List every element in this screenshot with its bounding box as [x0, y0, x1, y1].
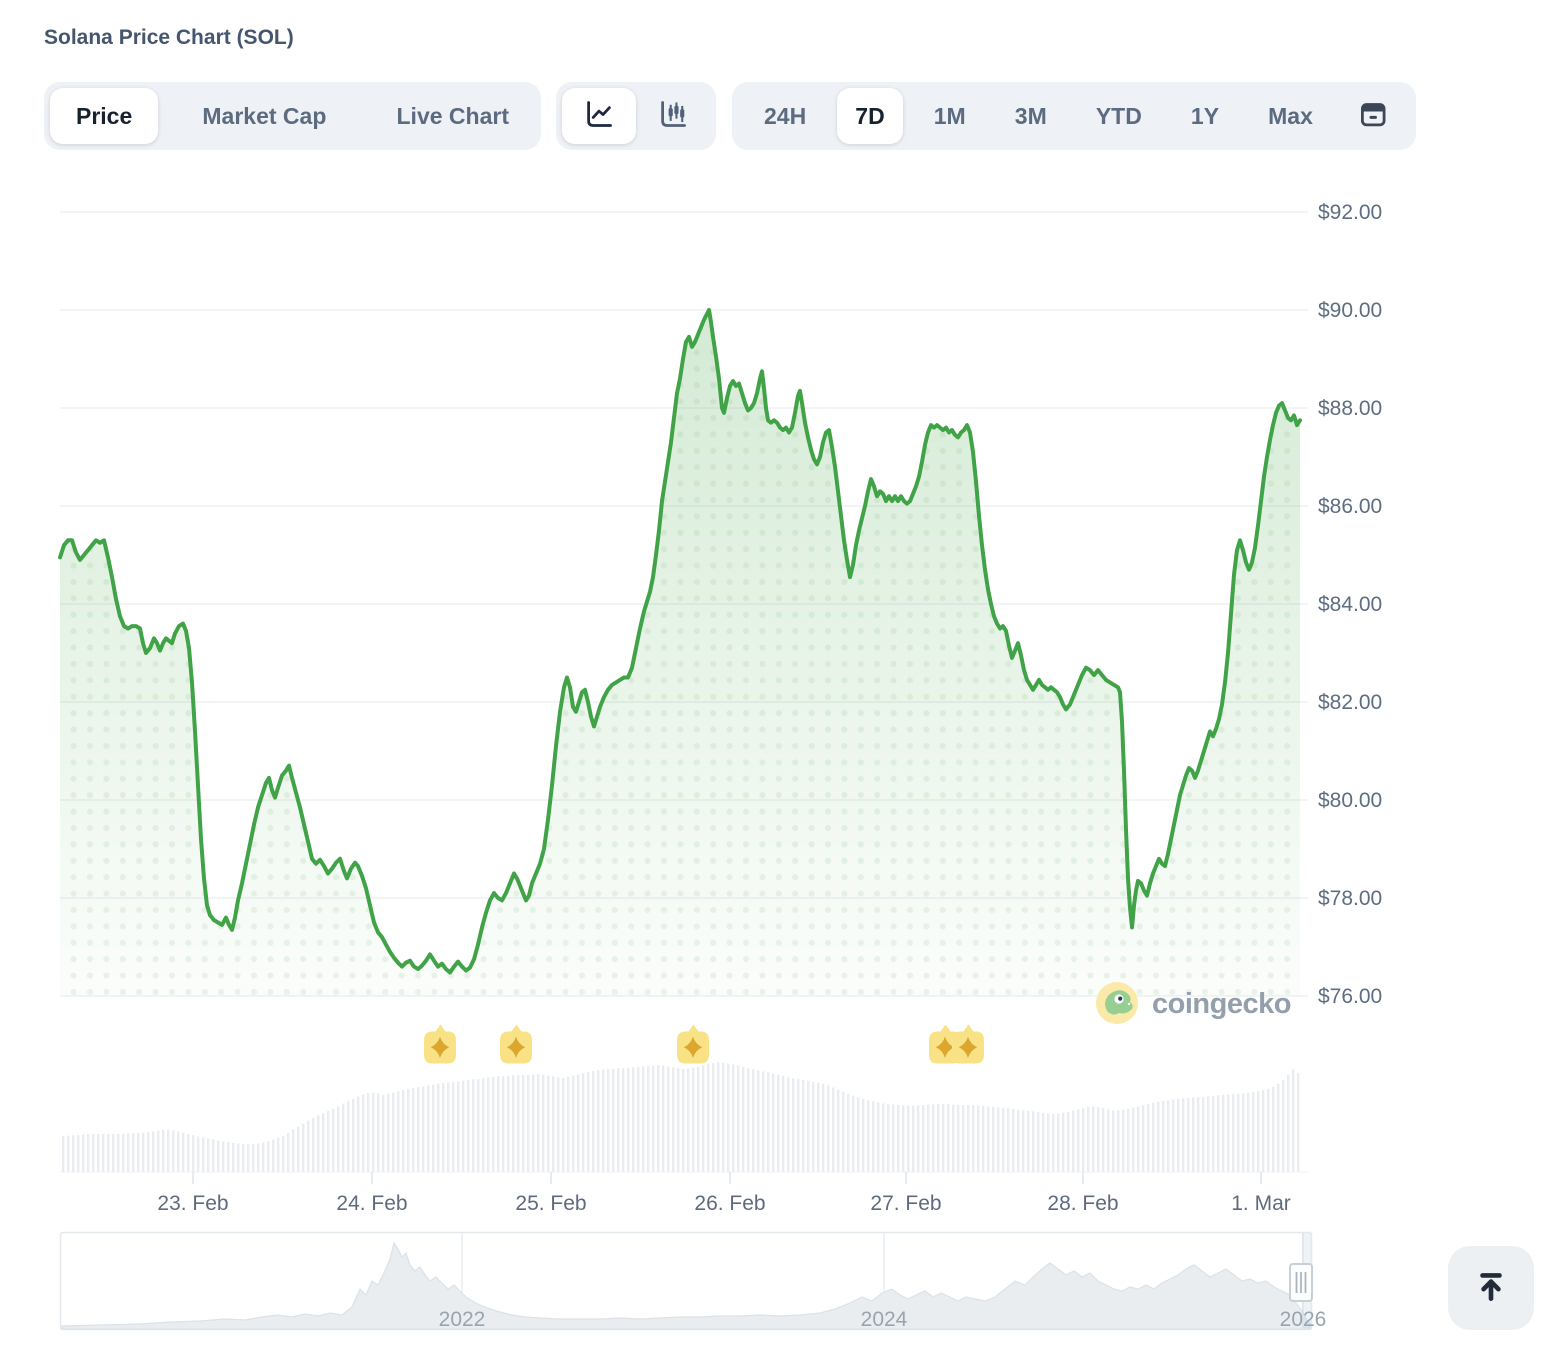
svg-text:28. Feb: 28. Feb: [1047, 1192, 1118, 1215]
metric-tab-group: Price Market Cap Live Chart: [44, 82, 541, 150]
svg-text:$92.00: $92.00: [1318, 201, 1382, 224]
range-tab-3m[interactable]: 3M: [1014, 103, 1047, 129]
range-tab-max[interactable]: Max: [1268, 103, 1313, 129]
line-chart-type-button[interactable]: [562, 88, 636, 144]
candlestick-chart-type-button[interactable]: [636, 88, 710, 144]
range-tab-1y[interactable]: 1Y: [1190, 103, 1220, 129]
metric-tab-live-chart[interactable]: Live Chart: [396, 103, 509, 129]
calendar-range-button[interactable]: [1344, 88, 1402, 144]
svg-text:2024: 2024: [861, 1308, 908, 1331]
line-chart-icon: [584, 99, 614, 134]
svg-text:25. Feb: 25. Feb: [515, 1192, 586, 1215]
svg-text:27. Feb: 27. Feb: [870, 1192, 941, 1215]
event-marker-badge[interactable]: [677, 1024, 709, 1064]
coingecko-watermark: [1096, 982, 1138, 1024]
metric-tab-market-cap[interactable]: Market Cap: [202, 103, 327, 129]
svg-text:$88.00: $88.00: [1318, 397, 1382, 420]
svg-text:$82.00: $82.00: [1318, 691, 1382, 714]
svg-text:$84.00: $84.00: [1318, 593, 1382, 616]
event-marker-badge[interactable]: [500, 1024, 532, 1064]
svg-text:$86.00: $86.00: [1318, 495, 1382, 518]
range-tab-1m[interactable]: 1M: [933, 103, 966, 129]
metric-tab-price[interactable]: Price: [50, 88, 159, 144]
scroll-to-top-icon: [1472, 1267, 1510, 1310]
navigator-area[interactable]: [61, 1241, 1311, 1330]
range-tab-24h[interactable]: 24H: [764, 103, 807, 129]
event-marker-badge[interactable]: [952, 1024, 984, 1064]
scroll-to-top-button[interactable]: [1448, 1246, 1534, 1330]
navigator-handle[interactable]: [1289, 1263, 1313, 1302]
range-tab-7d[interactable]: 7D: [837, 88, 903, 144]
range-tab-ytd[interactable]: YTD: [1095, 103, 1142, 129]
svg-text:2022: 2022: [439, 1308, 486, 1331]
range-tab-group: 24H 7D 1M 3M YTD 1Y Max: [732, 82, 1416, 150]
svg-text:2026: 2026: [1280, 1308, 1327, 1331]
candlestick-chart-icon: [658, 99, 688, 134]
svg-text:$76.00: $76.00: [1318, 985, 1382, 1008]
chart-type-group: [556, 82, 716, 150]
svg-text:$90.00: $90.00: [1318, 299, 1382, 322]
calendar-icon: [1358, 99, 1388, 134]
svg-text:24. Feb: 24. Feb: [336, 1192, 407, 1215]
svg-text:1. Mar: 1. Mar: [1231, 1192, 1291, 1215]
page-title: Solana Price Chart (SOL): [44, 26, 294, 49]
svg-text:23. Feb: 23. Feb: [157, 1192, 228, 1215]
svg-text:26. Feb: 26. Feb: [694, 1192, 765, 1215]
event-marker-badge[interactable]: [424, 1024, 456, 1064]
svg-text:coingecko: coingecko: [1152, 988, 1291, 1020]
svg-text:$80.00: $80.00: [1318, 789, 1382, 812]
svg-text:$78.00: $78.00: [1318, 887, 1382, 910]
chart-toolbar: Price Market Cap Live Chart: [0, 82, 1548, 150]
